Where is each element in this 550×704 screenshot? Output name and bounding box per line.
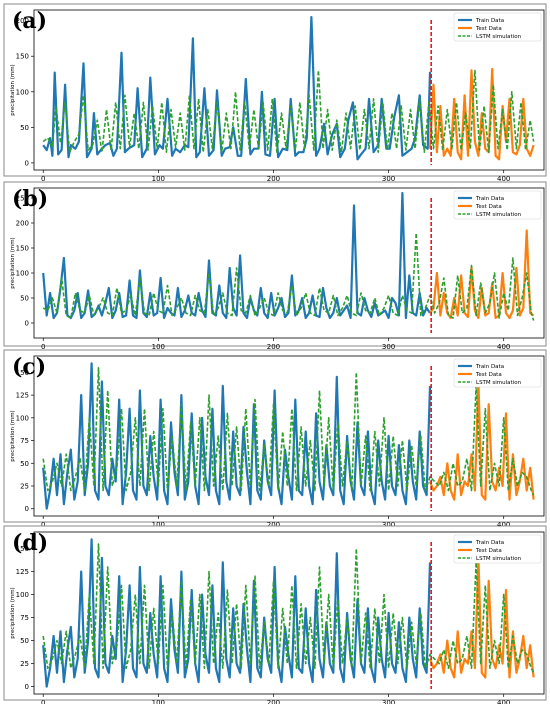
y-axis-label: precipitation (mm) [10, 410, 16, 461]
x-tick-label: 0 [41, 175, 45, 183]
x-tick-label: 400 [497, 699, 510, 704]
legend-entry: Train Data [475, 18, 504, 24]
chart-panel-4: 02550751001251500100200300400Monthspreci… [3, 525, 547, 704]
y-tick-label: 200 [16, 220, 29, 228]
y-tick-label: 0 [25, 683, 29, 691]
chart-panel-2: 0501001502002500100200300400Monthsprecip… [3, 181, 547, 357]
legend-entry: Test Data [475, 26, 502, 32]
y-tick-label: 75 [20, 614, 29, 622]
plot-area [33, 355, 545, 517]
plot-area [33, 9, 545, 171]
legend-box [453, 358, 542, 388]
panel-label: (a) [12, 8, 47, 34]
panel-label: (c) [12, 354, 46, 380]
legend-entry: LSTM simulation [476, 34, 522, 40]
legend-entry: Train Data [475, 540, 504, 546]
series-line-test-data [428, 67, 535, 161]
y-tick-label: 50 [20, 460, 29, 468]
x-tick-label: 200 [267, 521, 280, 529]
panel-label: (d) [12, 530, 48, 556]
series-line-train-data [42, 538, 432, 688]
legend-entry: Train Data [475, 196, 504, 202]
y-tick-label: 50 [20, 637, 29, 645]
y-tick-label: 250 [16, 195, 29, 203]
legend-entry: LSTM simulation [476, 556, 522, 562]
series-line-lstm-simulation [42, 69, 535, 153]
y-tick-label: 0 [25, 320, 29, 328]
legend-entry: Test Data [475, 204, 502, 210]
x-tick-label: 200 [267, 343, 280, 351]
x-tick-label: 100 [152, 699, 165, 704]
series-line-lstm-simulation [42, 366, 535, 496]
y-tick-label: 0 [25, 159, 29, 167]
series-line-train-data [42, 191, 431, 320]
x-tick-label: 100 [152, 175, 165, 183]
y-tick-label: 50 [20, 295, 29, 303]
legend-box [453, 12, 542, 42]
legend: Train Data Test Data LSTM simulation [453, 190, 542, 220]
y-tick-label: 150 [16, 369, 29, 377]
x-tick-label: 0 [41, 343, 45, 351]
y-tick-label: 75 [20, 437, 29, 445]
series-line-lstm-simulation [42, 232, 535, 321]
x-tick-label: 100 [152, 343, 165, 351]
x-tick-label: 0 [41, 521, 45, 529]
series-line-train-data [42, 362, 432, 510]
y-tick-label: 150 [16, 245, 29, 253]
y-axis-label: precipitation (mm) [10, 64, 16, 115]
y-tick-label: 25 [20, 660, 29, 668]
x-tick-label: 400 [497, 343, 510, 351]
y-tick-label: 125 [16, 392, 29, 400]
x-tick-label: 200 [267, 699, 280, 704]
legend-entry: LSTM simulation [476, 380, 522, 386]
y-tick-label: 50 [20, 124, 29, 132]
x-tick-label: 100 [152, 521, 165, 529]
legend-entry: Test Data [475, 548, 502, 554]
x-tick-label: 400 [497, 175, 510, 183]
series-line-test-data [428, 380, 535, 501]
legend: Train Data Test Data LSTM simulation [453, 358, 542, 388]
series-group [42, 362, 535, 510]
plot-area [33, 531, 545, 695]
y-tick-label: 25 [20, 483, 29, 491]
y-tick-label: 100 [16, 591, 29, 599]
legend: Train Data Test Data LSTM simulation [453, 12, 542, 42]
y-tick-label: 100 [16, 414, 29, 422]
panel-label: (b) [12, 186, 48, 212]
x-tick-label: 400 [497, 521, 510, 529]
series-group [42, 191, 535, 321]
y-tick-label: 100 [16, 270, 29, 278]
y-tick-label: 100 [16, 88, 29, 96]
chart-panel-1: 0501001502000100200300400Monthsprecipita… [3, 3, 547, 189]
y-tick-label: 200 [16, 17, 29, 25]
legend-box [453, 190, 542, 220]
x-tick-label: 200 [267, 175, 280, 183]
y-tick-label: 0 [25, 505, 29, 513]
x-tick-label: 300 [382, 175, 395, 183]
x-tick-label: 300 [382, 343, 395, 351]
chart-panel-3: 02550751001251500100200300400Monthspreci… [3, 349, 547, 535]
y-axis-label: precipitation (mm) [10, 237, 16, 288]
series-group [42, 538, 535, 688]
y-axis-label: precipitation (mm) [10, 587, 16, 638]
legend: Train Data Test Data LSTM simulation [453, 534, 542, 564]
x-tick-label: 300 [382, 699, 395, 704]
y-tick-label: 125 [16, 568, 29, 576]
legend-entry: Train Data [475, 364, 504, 370]
y-tick-label: 150 [16, 53, 29, 61]
legend-entry: LSTM simulation [476, 212, 522, 218]
x-tick-label: 300 [382, 521, 395, 529]
series-group [42, 16, 535, 161]
x-tick-label: 0 [41, 699, 45, 704]
legend-entry: Test Data [475, 372, 502, 378]
series-line-lstm-simulation [42, 543, 535, 674]
series-line-test-data [428, 556, 535, 679]
plot-area [33, 187, 545, 339]
y-tick-label: 150 [16, 545, 29, 553]
legend-box [453, 534, 542, 564]
